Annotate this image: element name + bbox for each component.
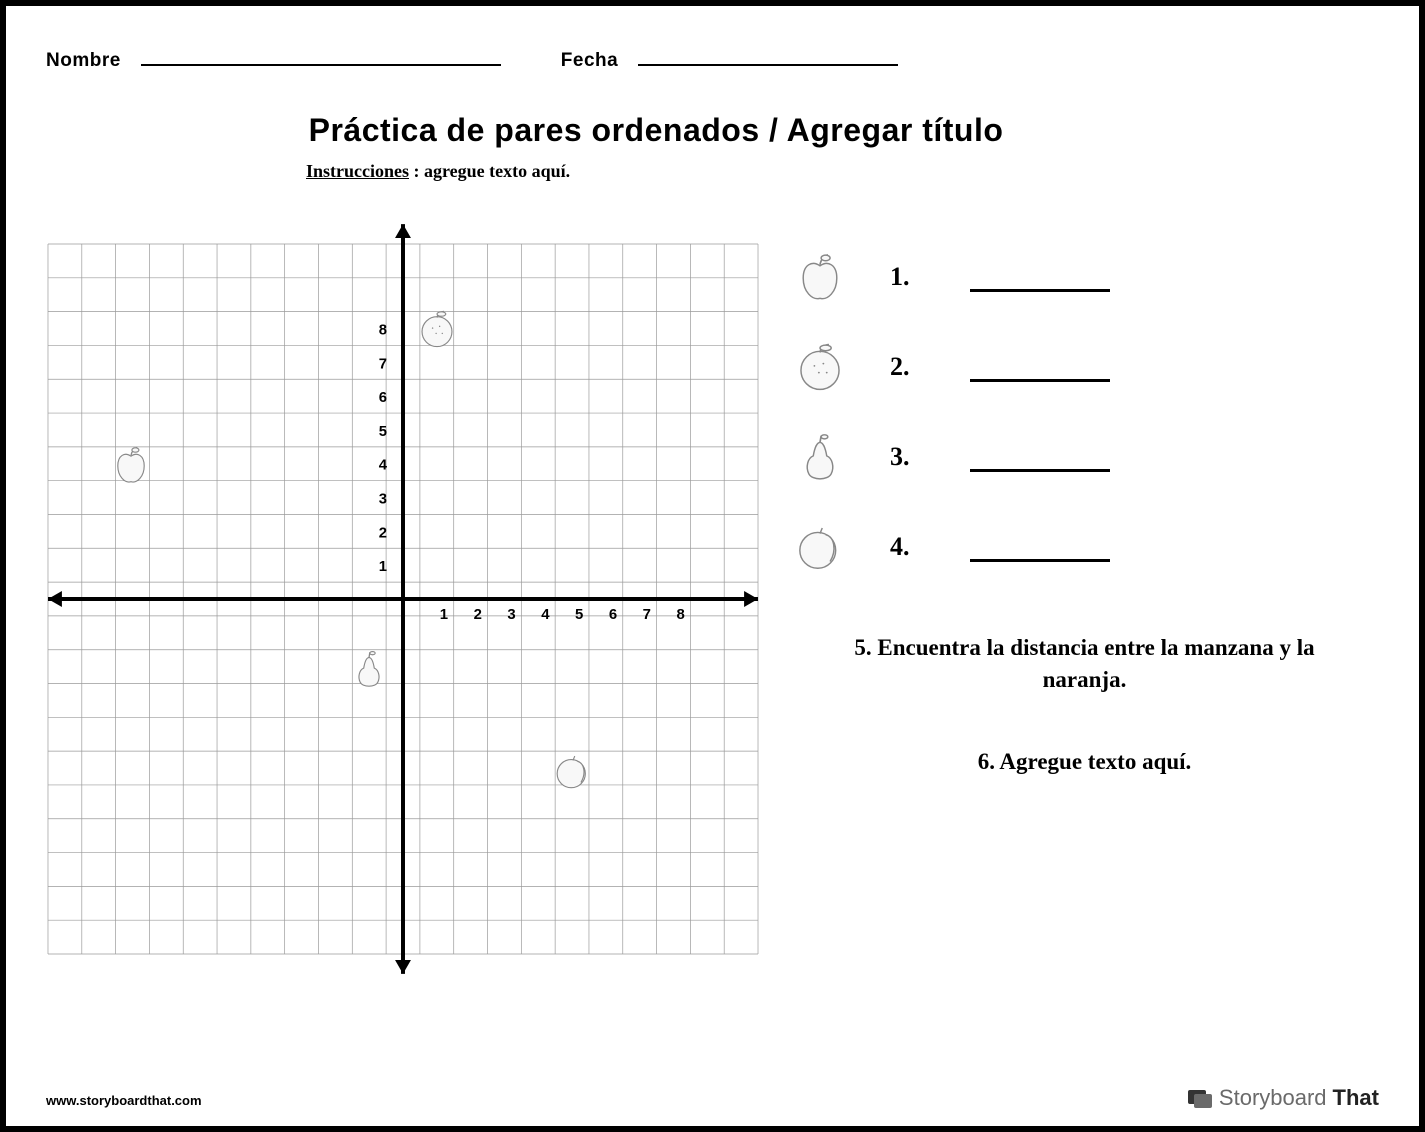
footer-url: www.storyboardthat.com [46, 1093, 202, 1108]
worksheet-frame: Nombre Fecha Práctica de pares ordenados… [0, 0, 1425, 1132]
answer-number: 4. [890, 532, 930, 562]
answer-panel: 1. 2. 3. 4. 5. Encuentra la distancia entre… [790, 222, 1379, 976]
answer-row: 2. [790, 332, 1379, 402]
answer-row: 3. [790, 422, 1379, 492]
answer-number: 1. [890, 262, 930, 292]
question-6: 6. Agregue texto aquí. [790, 746, 1379, 778]
pear-icon [790, 427, 850, 487]
svg-text:7: 7 [643, 607, 651, 623]
pear-on-grid [347, 647, 391, 696]
date-input-line[interactable] [638, 46, 898, 66]
logo-icon [1187, 1087, 1213, 1109]
question-5: 5. Encuentra la distancia entre la manza… [790, 632, 1379, 696]
svg-text:6: 6 [379, 390, 387, 406]
svg-text:3: 3 [507, 607, 515, 623]
svg-text:8: 8 [676, 607, 684, 623]
answer-input-line[interactable] [970, 352, 1110, 382]
name-label: Nombre [46, 50, 121, 72]
apple-icon [790, 247, 850, 307]
brand-part-a: Storyboard [1219, 1085, 1327, 1111]
svg-text:6: 6 [609, 607, 617, 623]
svg-text:4: 4 [379, 458, 388, 474]
apple-on-grid [109, 443, 153, 492]
orange-on-grid [415, 307, 459, 356]
peach-icon [790, 517, 850, 577]
page-title: Práctica de pares ordenados / Agregar tí… [306, 112, 1006, 149]
instructions-label: Instrucciones [306, 161, 409, 181]
answer-number: 3. [890, 442, 930, 472]
answer-row: 4. [790, 512, 1379, 582]
content-row: 1 2 3 4 5 6 7 8 1 2 3 4 5 6 7 8 1. 2. 3. 4. 5. Encuentra l… [46, 222, 1379, 976]
answer-row: 1. [790, 242, 1379, 312]
peach-on-grid [551, 749, 595, 798]
svg-text:3: 3 [379, 492, 387, 508]
instructions-text: : agregue texto aquí. [409, 161, 570, 181]
svg-text:1: 1 [379, 559, 387, 575]
svg-text:2: 2 [379, 525, 387, 541]
svg-text:7: 7 [379, 356, 387, 372]
brand-part-b: That [1333, 1085, 1379, 1111]
date-label: Fecha [561, 50, 618, 72]
footer-logo: StoryboardThat [1187, 1085, 1379, 1111]
svg-text:5: 5 [575, 607, 583, 623]
name-field: Nombre [46, 46, 501, 72]
svg-text:8: 8 [379, 322, 387, 338]
answer-number: 2. [890, 352, 930, 382]
instructions: Instrucciones : agregue texto aquí. [306, 161, 1006, 182]
header-fields: Nombre Fecha [46, 46, 1379, 72]
answer-input-line[interactable] [970, 442, 1110, 472]
svg-text:2: 2 [474, 607, 482, 623]
coordinate-grid: 1 2 3 4 5 6 7 8 1 2 3 4 5 6 7 8 [46, 222, 760, 976]
answer-input-line[interactable] [970, 532, 1110, 562]
svg-text:1: 1 [440, 607, 448, 623]
answer-list: 1. 2. 3. 4. [790, 242, 1379, 582]
svg-text:4: 4 [541, 607, 550, 623]
orange-icon [790, 337, 850, 397]
title-block: Práctica de pares ordenados / Agregar tí… [306, 112, 1006, 182]
svg-text:5: 5 [379, 424, 387, 440]
name-input-line[interactable] [141, 46, 501, 66]
answer-input-line[interactable] [970, 262, 1110, 292]
date-field: Fecha [561, 46, 898, 72]
